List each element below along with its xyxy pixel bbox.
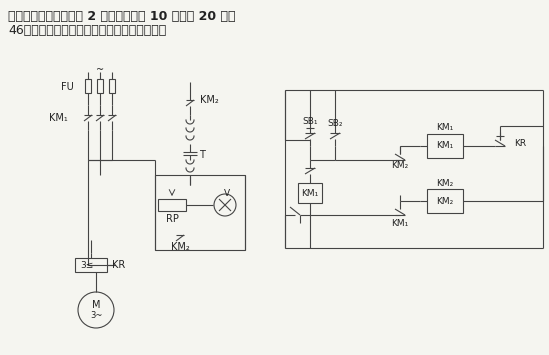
Bar [158, 199, 186, 211]
Text: KR: KR [113, 260, 126, 270]
Text: KR: KR [514, 140, 526, 148]
Text: KM₂: KM₂ [200, 95, 219, 105]
Text: KM₂: KM₂ [391, 162, 408, 170]
Text: KM₁: KM₁ [436, 142, 453, 151]
Bar [298, 183, 322, 203]
Bar [427, 134, 463, 158]
Text: M: M [92, 300, 100, 310]
Bar [75, 258, 107, 272]
Text: 46．分析下图电路功能，并简述其工作原理。: 46．分析下图电路功能，并简述其工作原理。 [8, 24, 166, 37]
Text: KM₁: KM₁ [301, 189, 318, 197]
Text: FU: FU [61, 82, 74, 92]
Text: ~: ~ [96, 65, 104, 75]
Bar [97, 79, 103, 93]
Text: 3~: 3~ [90, 311, 102, 321]
Bar [109, 79, 115, 93]
Text: KM₂: KM₂ [436, 197, 453, 206]
Text: RP: RP [166, 214, 178, 224]
Text: 五、分析题：本大题共 2 小题，每小题 10 分，共 20 分。: 五、分析题：本大题共 2 小题，每小题 10 分，共 20 分。 [8, 10, 236, 23]
Text: KM₂: KM₂ [171, 242, 189, 252]
Bar [155, 175, 245, 250]
Text: SB₁: SB₁ [302, 118, 318, 126]
Text: 3≤: 3≤ [80, 261, 94, 269]
Bar [427, 189, 463, 213]
Text: KM₁: KM₁ [436, 124, 453, 132]
Text: KM₂: KM₂ [436, 179, 453, 187]
Text: KM₁: KM₁ [49, 113, 68, 123]
Text: SB₂: SB₂ [327, 120, 343, 129]
Text: T: T [199, 150, 205, 160]
Text: V: V [224, 189, 230, 197]
Bar [85, 79, 91, 93]
Text: KM₁: KM₁ [391, 218, 408, 228]
